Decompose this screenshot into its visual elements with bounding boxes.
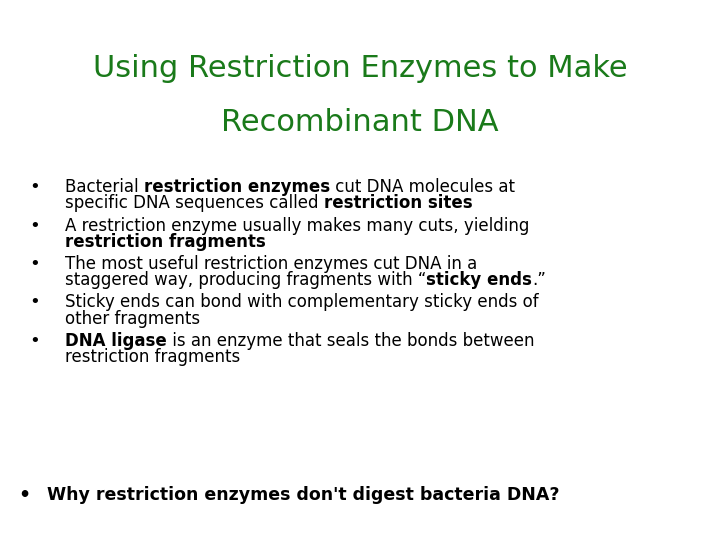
Text: •: • [18,486,30,505]
Text: restriction sites: restriction sites [323,194,472,212]
Text: •: • [29,217,40,234]
Text: restriction fragments: restriction fragments [65,348,240,366]
Text: is an enzyme that seals the bonds between: is an enzyme that seals the bonds betwee… [166,332,534,350]
Text: Bacterial: Bacterial [65,178,144,196]
Text: •: • [29,332,40,350]
Text: restriction enzymes: restriction enzymes [144,178,330,196]
Text: A restriction enzyme usually makes many cuts, yielding: A restriction enzyme usually makes many … [65,217,529,234]
Text: .”: .” [532,271,546,289]
Text: Sticky ends can bond with complementary sticky ends of: Sticky ends can bond with complementary … [65,293,539,312]
Text: DNA ligase: DNA ligase [65,332,166,350]
Text: restriction fragments: restriction fragments [65,233,266,251]
Text: cut DNA molecules at: cut DNA molecules at [330,178,515,196]
Text: staggered way, producing fragments with “: staggered way, producing fragments with … [65,271,426,289]
Text: •: • [29,255,40,273]
Text: Using Restriction Enzymes to Make: Using Restriction Enzymes to Make [93,54,627,83]
Text: sticky ends: sticky ends [426,271,532,289]
Text: Why restriction enzymes don't digest bacteria DNA?: Why restriction enzymes don't digest bac… [47,486,559,504]
Text: other fragments: other fragments [65,309,200,328]
Text: The most useful restriction enzymes cut DNA in a: The most useful restriction enzymes cut … [65,255,477,273]
Text: Recombinant DNA: Recombinant DNA [221,108,499,137]
Text: •: • [29,293,40,312]
Text: specific DNA sequences called: specific DNA sequences called [65,194,323,212]
Text: •: • [29,178,40,196]
